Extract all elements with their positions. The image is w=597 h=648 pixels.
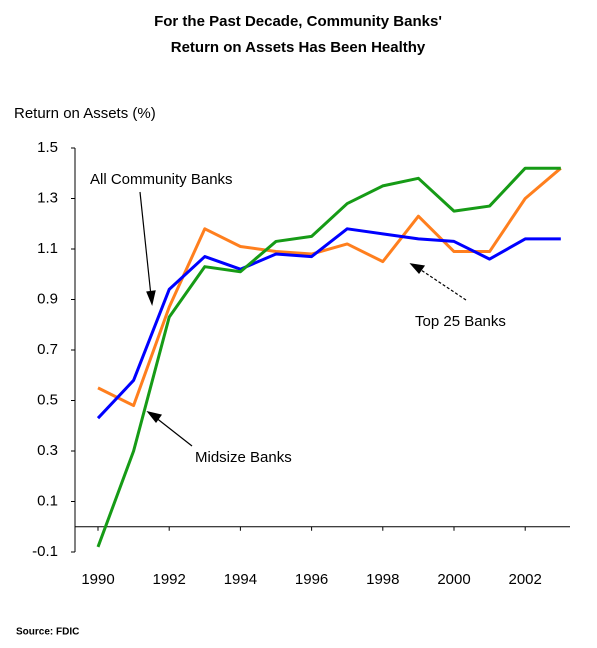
series-line: [96, 227, 561, 420]
x-tick-label: 1994: [224, 571, 257, 588]
arrow: [154, 416, 193, 447]
y-tick-label: -0.1: [32, 543, 58, 560]
arrowhead: [146, 411, 163, 423]
y-tick-label: 0.3: [37, 442, 58, 459]
x-tick-label: 1998: [366, 571, 399, 588]
series-label: All Community Banks: [90, 171, 233, 188]
series-label: Top 25 Banks: [415, 313, 506, 330]
chart-title: Return on Assets Has Been Healthy: [171, 39, 426, 56]
x-tick-label: 2002: [509, 571, 542, 588]
y-tick-label: 1.3: [37, 189, 58, 206]
series-line: [96, 166, 561, 548]
y-tick-label: 0.5: [37, 391, 58, 408]
arrowhead: [409, 263, 426, 274]
y-tick-label: 0.9: [37, 290, 58, 307]
y-tick-label: 1.1: [37, 240, 58, 257]
chart-title: For the Past Decade, Community Banks': [154, 13, 442, 30]
x-tick-label: 1992: [153, 571, 186, 588]
y-tick-label: 0.1: [37, 492, 58, 509]
y-tick-label: 1.5: [37, 139, 58, 156]
x-tick-label: 1996: [295, 571, 328, 588]
x-tick-label: 2000: [437, 571, 470, 588]
source: Source: FDIC: [16, 627, 79, 638]
arrow: [417, 267, 467, 301]
x-tick-label: 1990: [81, 571, 114, 588]
series-line: [97, 167, 562, 408]
arrow: [139, 191, 152, 297]
y-axis-label: Return on Assets (%): [14, 105, 156, 122]
y-tick-label: 0.7: [37, 341, 58, 358]
series-label: Midsize Banks: [195, 449, 292, 466]
annotation-arrows: [139, 191, 467, 447]
arrowhead: [146, 290, 156, 306]
